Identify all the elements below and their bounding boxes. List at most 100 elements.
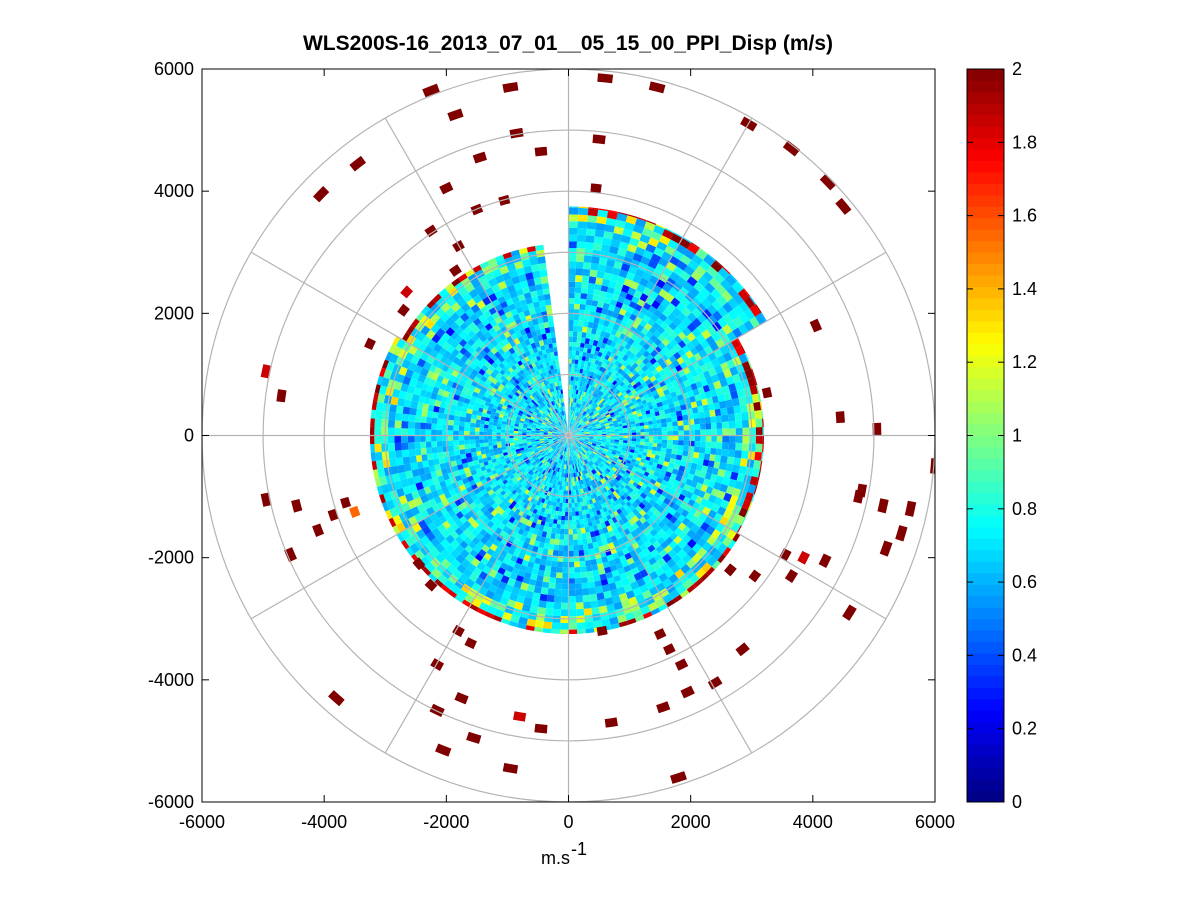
dense-cell: [584, 431, 589, 433]
dense-cell: [594, 334, 600, 342]
dense-cell: [641, 381, 648, 388]
dense-cell: [617, 325, 625, 334]
dense-cell: [673, 400, 681, 408]
dense-cell: [575, 261, 584, 269]
dense-cell: [458, 444, 465, 450]
dense-cell: [453, 430, 459, 436]
dense-cell: [676, 415, 683, 422]
dense-cell: [707, 314, 718, 326]
dense-cell: [665, 334, 674, 343]
dense-cell: [608, 280, 617, 289]
dense-cell: [755, 435, 763, 444]
dense-cell: [677, 445, 684, 451]
dense-cell: [629, 280, 640, 290]
dense-cell: [577, 418, 582, 423]
dense-cell: [644, 424, 649, 429]
dense-cell: [578, 206, 589, 209]
dense-cell: [637, 331, 646, 340]
dense-cell: [587, 282, 596, 290]
dense-cell: [642, 414, 648, 419]
dense-cell: [572, 420, 575, 425]
dense-cell: [608, 402, 614, 407]
dense-cell: [613, 424, 619, 428]
dense-cell: [628, 352, 636, 360]
dense-cell: [734, 450, 742, 459]
dense-cell: [669, 338, 678, 348]
dense-cell: [582, 268, 591, 277]
dense-cell: [696, 313, 708, 324]
dense-cell: [612, 408, 618, 413]
dense-cell: [584, 248, 593, 257]
dense-cell: [582, 401, 586, 406]
dense-cell: [641, 227, 654, 238]
dense-cell: [569, 423, 572, 428]
dense-cell: [687, 243, 700, 255]
dense-cell: [576, 432, 581, 434]
dense-cell: [609, 299, 618, 307]
dense-cell: [547, 588, 556, 596]
dense-cell: [581, 391, 585, 396]
dense-cell: [758, 469, 761, 478]
dense-cell: [569, 397, 572, 403]
dense-cell: [469, 422, 476, 428]
dense-cell: [632, 383, 639, 390]
dense-cell: [741, 450, 749, 460]
dense-cell: [458, 430, 465, 436]
dense-cell: [694, 424, 701, 430]
dense-cell: [578, 207, 589, 216]
dense-cell: [578, 544, 584, 551]
dense-cell: [601, 427, 606, 430]
dense-cell: [618, 394, 625, 400]
dense-cell: [693, 452, 700, 459]
dense-cell: [668, 322, 678, 331]
dense-cell: [661, 330, 670, 339]
dense-cell: [711, 331, 721, 342]
dense-cell: [670, 233, 683, 244]
dense-cell: [697, 386, 705, 395]
dense-cell: [432, 411, 439, 419]
dense-cell: [572, 419, 575, 425]
dense-cell: [617, 362, 623, 369]
dense-cell: [570, 419, 573, 424]
dense-cell: [571, 432, 577, 435]
dense-cell: [732, 293, 744, 305]
dense-cell: [563, 490, 567, 495]
dense-cell: [652, 442, 658, 448]
dense-cell: [614, 426, 619, 430]
dense-cell: [579, 419, 583, 424]
dense-cell: [601, 399, 606, 405]
dense-cell: [633, 328, 642, 337]
dense-cell: [575, 511, 580, 516]
dense-cell: [582, 351, 587, 357]
dense-cell: [650, 399, 657, 405]
dense-cell: [593, 382, 599, 388]
dense-cell: [714, 408, 722, 417]
dense-cell: [585, 332, 592, 339]
dense-cell: [652, 420, 657, 425]
dense-cell: [643, 421, 649, 426]
dense-cell: [480, 420, 485, 425]
dense-cell: [572, 415, 574, 420]
dense-cell: [579, 428, 584, 431]
dense-cell: [644, 406, 650, 412]
dense-cell: [577, 412, 581, 418]
dense-cell: [695, 366, 704, 376]
dense-cell: [568, 342, 573, 347]
dense-cell: [568, 331, 574, 337]
dense-cell: [454, 449, 461, 456]
dense-cell: [694, 343, 704, 353]
dense-cell: [576, 412, 580, 417]
dense-cell: [479, 423, 485, 429]
dense-cell: [591, 391, 596, 397]
dense-cell: [658, 380, 667, 388]
dense-cell: [612, 369, 618, 375]
dense-cell: [724, 274, 737, 287]
dense-cell: [676, 394, 684, 401]
dense-cell: [731, 397, 740, 407]
dense-cell: [675, 410, 683, 417]
dense-cell: [665, 342, 674, 351]
dense-cell: [571, 359, 576, 364]
dense-cell: [580, 377, 584, 383]
dense-cell: [598, 409, 604, 414]
dense-cell: [679, 270, 691, 282]
